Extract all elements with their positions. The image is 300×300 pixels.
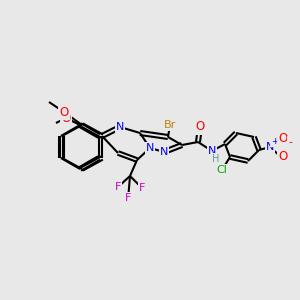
Text: +: + — [271, 137, 279, 146]
Text: N: N — [146, 143, 154, 153]
Text: O: O — [278, 149, 288, 163]
Text: F: F — [115, 182, 121, 192]
Text: O: O — [59, 106, 69, 118]
Text: -: - — [288, 137, 292, 147]
Text: O: O — [278, 131, 288, 145]
Text: H: H — [212, 154, 220, 164]
Text: O: O — [61, 112, 70, 124]
Text: F: F — [139, 183, 145, 193]
Text: Cl: Cl — [217, 165, 227, 175]
Text: N: N — [160, 147, 168, 157]
Text: Br: Br — [164, 120, 176, 130]
Text: N: N — [116, 122, 124, 132]
Text: F: F — [125, 193, 131, 203]
Text: N: N — [208, 146, 216, 156]
Text: N: N — [266, 142, 274, 152]
Text: O: O — [195, 121, 205, 134]
